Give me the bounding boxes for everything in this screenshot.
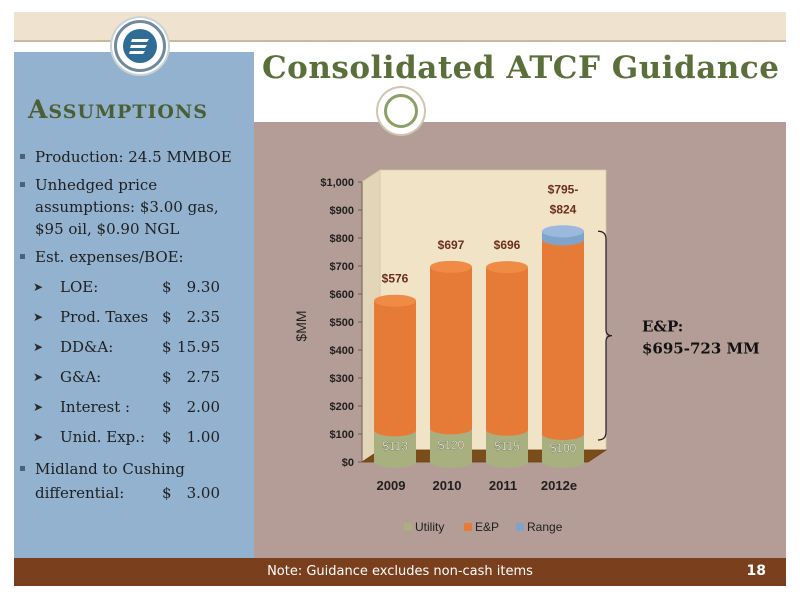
utility-bar (486, 429, 528, 468)
bullet-differential: Midland to Cushing (20, 458, 250, 480)
legend-swatch (404, 523, 412, 531)
top-divider (14, 40, 786, 42)
arrow-bullet-icon: ➤ (33, 340, 44, 354)
assumptions-heading-rest: SSUMPTIONS (48, 101, 208, 123)
total-data-label: $696 (494, 238, 521, 252)
arrow-bullet-icon: ➤ (33, 400, 44, 414)
expense-row-dda: ➤ DD&A: $ 15.95 (33, 338, 220, 356)
total-data-label: $697 (438, 238, 465, 252)
circle-ornament-icon (378, 88, 424, 134)
utility-bar (542, 434, 584, 468)
y-tick-label: $500 (330, 317, 354, 329)
y-tick-label: $400 (330, 345, 354, 357)
total-data-label: $824 (550, 202, 577, 216)
ep-bar (542, 239, 584, 440)
legend-label: Range (527, 520, 563, 534)
y-tick-label: $800 (330, 233, 354, 245)
arrow-bullet-icon: ➤ (33, 280, 44, 294)
chart-area: $0 $100 $200 $300 $400 $500 $600 $700 $800 $900 $1… (254, 122, 786, 558)
legend-swatch (516, 523, 524, 531)
bracket-annotation-line1: E&P: (642, 318, 683, 336)
range-bar-top (542, 225, 584, 238)
logo-circle (123, 29, 157, 63)
ep-bar-top (430, 260, 472, 273)
x-tick-label: 2009 (377, 478, 406, 493)
ep-range-bracket (597, 230, 613, 441)
bullet-production: Production: 24.5 MMBOE (20, 146, 250, 168)
y-tick-label: $600 (330, 289, 354, 301)
x-tick-label: 2012e (541, 478, 577, 493)
footer-bar: Note: Guidance excludes non-cash items 1… (14, 558, 786, 586)
expense-row-ga: ➤ G&A: $ 2.75 (33, 368, 220, 386)
ep-bar (374, 300, 416, 437)
y-axis-label: $MM (293, 310, 309, 341)
legend-label: E&P (475, 520, 499, 534)
slide-title: Consolidated ATCF Guidance (262, 50, 780, 86)
utility-data-label: $100 (550, 441, 577, 455)
bullet-expenses: Est. expenses/BOE: (20, 246, 250, 268)
assumptions-panel (14, 52, 254, 558)
arrow-bullet-icon: ➤ (33, 370, 44, 384)
ep-bar (486, 267, 528, 436)
utility-data-label: $120 (438, 438, 465, 452)
y-tick-label: $100 (330, 429, 354, 441)
assumptions-heading-initial: A (28, 95, 49, 124)
page-number: 18 (746, 563, 766, 579)
square-bullet-icon (20, 182, 25, 187)
total-data-label: $576 (382, 272, 409, 286)
square-bullet-icon (20, 466, 25, 471)
utility-data-label: $115 (494, 439, 520, 453)
bracket-annotation-line2: $695-723 MM (642, 340, 760, 358)
legend-swatch (464, 523, 472, 531)
legend-label: Utility (415, 520, 444, 534)
y-tick-label: $0 (342, 457, 354, 469)
x-tick-label: 2011 (489, 478, 517, 493)
y-tick-label: $1,000 (320, 177, 354, 189)
expense-row-prod-taxes: ➤ Prod. Taxes $ 2.35 (33, 308, 220, 326)
arrow-bullet-icon: ➤ (33, 430, 44, 444)
utility-data-label: $113 (382, 439, 408, 453)
y-tick-label: $300 (330, 373, 354, 385)
y-tick-label: $700 (330, 261, 354, 273)
differential-row: differential: $ 3.00 (35, 484, 220, 502)
y-tick-label: $900 (330, 205, 354, 217)
utility-bar (374, 430, 416, 468)
assumptions-heading: ASSUMPTIONS (28, 95, 208, 124)
square-bullet-icon (20, 254, 25, 259)
arrow-bullet-icon: ➤ (33, 310, 44, 324)
expense-row-interest: ➤ Interest : $ 2.00 (33, 398, 220, 416)
expense-row-loe: ➤ LOE: $ 9.30 (33, 278, 220, 296)
atcf-chart: $0 $100 $200 $300 $400 $500 $600 $700 $800 $900 $1… (293, 169, 760, 534)
company-logo-icon (114, 20, 166, 72)
square-bullet-icon (20, 154, 25, 159)
logo-mark-icon (129, 39, 149, 54)
x-tick-label: 2010 (433, 478, 462, 493)
circle-ornament-ring (384, 94, 418, 128)
ep-bar-top (486, 261, 528, 274)
footer-note: Note: Guidance excludes non-cash items (267, 564, 533, 579)
bullet-price: Unhedged price assumptions: $3.00 gas, $… (20, 174, 250, 240)
expense-row-unid: ➤ Unid. Exp.: $ 1.00 (33, 428, 220, 446)
ep-bar-top (374, 294, 416, 307)
total-data-label: $795- (548, 182, 579, 196)
utility-bar (430, 428, 472, 468)
y-tick-label: $200 (330, 401, 354, 413)
ep-bar (430, 266, 472, 435)
